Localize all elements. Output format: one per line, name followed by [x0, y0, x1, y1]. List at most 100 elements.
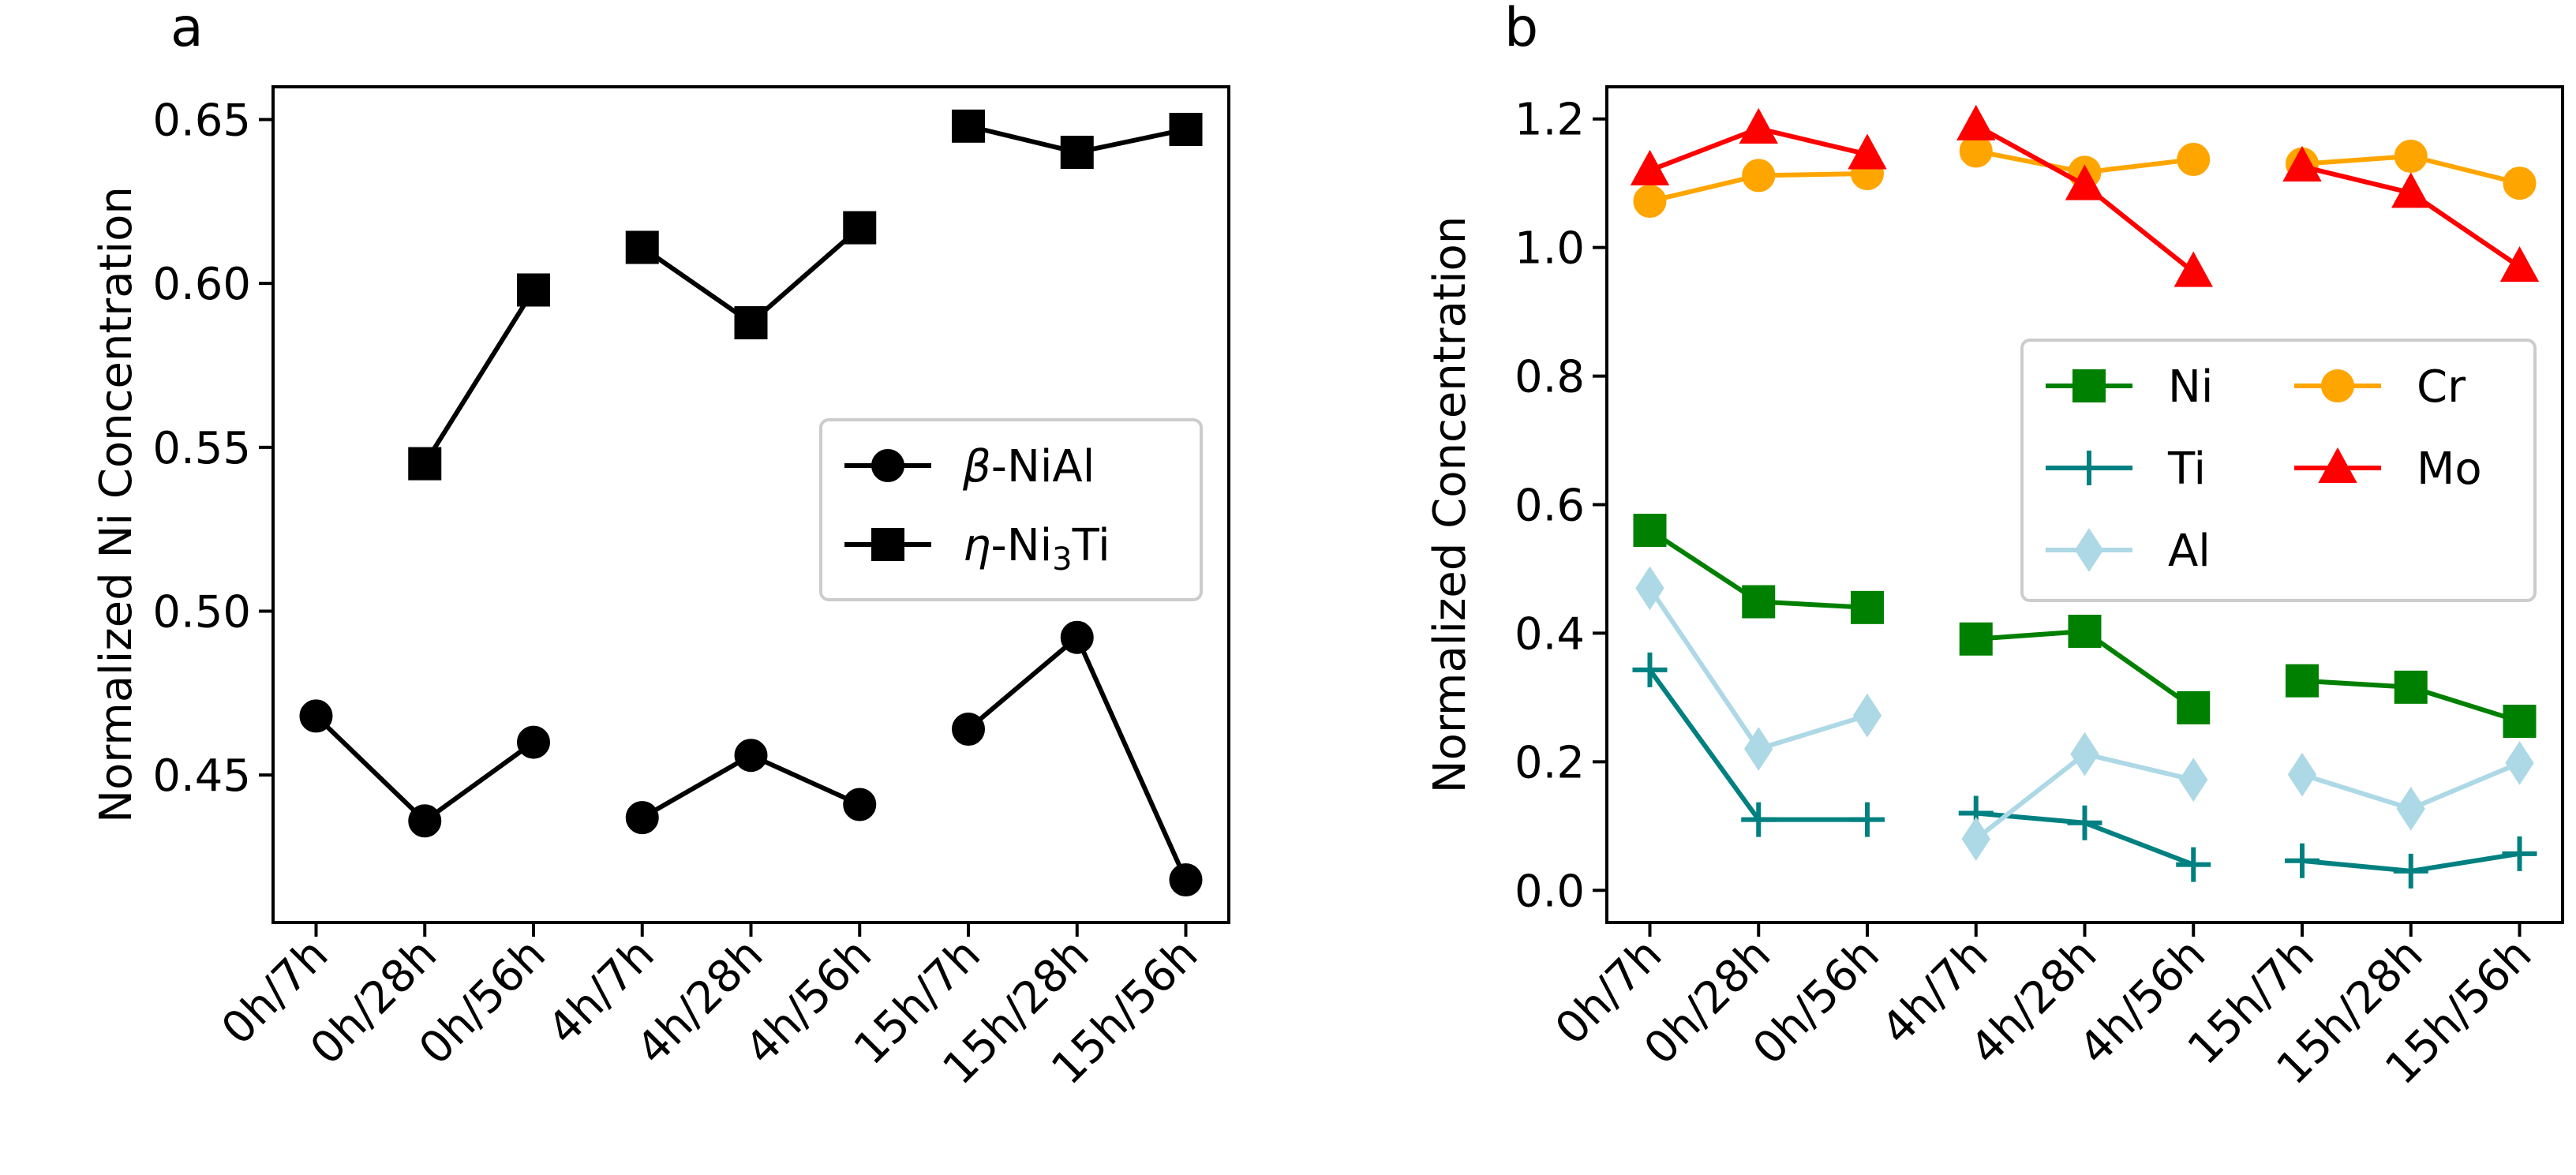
point-nial-4h-56h	[843, 788, 877, 821]
point-ni-4h-28h	[2068, 614, 2102, 648]
point-ni-4h-7h	[1959, 622, 1993, 656]
panel-label: a	[170, 0, 204, 59]
legend-frame	[2020, 339, 2537, 602]
point-ni-0h-28h	[1742, 585, 1776, 619]
legend-marker-ni3ti	[871, 528, 904, 561]
legend-rest: -Ni	[991, 520, 1053, 571]
point-ni-15h-56h	[2503, 705, 2537, 739]
point-al-4h-7h	[1961, 817, 1990, 861]
point-nial-4h-7h	[625, 801, 659, 835]
point-ni3ti-0h-56h	[516, 273, 550, 307]
point-ti-15h-56h	[2502, 836, 2537, 871]
point-ti-0h-28h	[1741, 802, 1777, 837]
series-ni3ti	[408, 109, 1203, 481]
point-ni3ti-4h-7h	[625, 230, 659, 264]
legend-marker-cr	[2321, 369, 2354, 402]
legend-marker-al	[2074, 528, 2104, 572]
y-tick-label: 0.60	[152, 259, 251, 310]
legend-greek: η	[963, 520, 991, 571]
legend-label-al: Al	[2168, 526, 2211, 577]
point-al-0h-56h	[1852, 693, 1882, 738]
point-ni-4h-56h	[2177, 690, 2211, 724]
point-nial-15h-28h	[1060, 620, 1094, 654]
legend-tail: Ti	[1072, 520, 1110, 571]
point-ni3ti-0h-28h	[408, 447, 442, 481]
line-nial	[967, 634, 1189, 881]
point-ti-15h-7h	[2285, 843, 2320, 878]
y-tick-label: 1.2	[1515, 95, 1585, 146]
y-tick-label: 0.8	[1515, 352, 1585, 403]
legend-label-cr: Cr	[2417, 361, 2466, 413]
point-ni-15h-7h	[2286, 664, 2320, 698]
point-al-15h-7h	[2287, 752, 2317, 797]
legend-entry-cr: Cr	[2294, 361, 2466, 413]
point-mo-15h-28h	[2391, 172, 2431, 208]
y-axis-title: Normalized Ni Concentration	[91, 186, 142, 823]
point-mo-4h-7h	[1956, 104, 1996, 140]
legend-label-mo: Mo	[2417, 443, 2482, 495]
point-cr-4h-56h	[2177, 143, 2211, 177]
legend-marker-nial	[871, 449, 904, 482]
point-ni3ti-15h-28h	[1060, 136, 1094, 170]
y-tick-label: 0.4	[1515, 608, 1585, 660]
point-cr-15h-56h	[2503, 167, 2537, 200]
point-ni-0h-56h	[1850, 590, 1884, 624]
point-nial-0h-28h	[408, 804, 442, 838]
point-ni3ti-15h-56h	[1169, 112, 1203, 146]
point-ti-4h-56h	[2176, 847, 2211, 882]
point-ti-0h-56h	[1849, 802, 1885, 837]
legend-entry-nial: β-NiAl	[844, 441, 1095, 492]
legend-entry-al: Al	[2046, 526, 2211, 577]
point-nial-0h-56h	[516, 725, 550, 759]
point-mo-4h-56h	[2174, 251, 2213, 287]
point-ni-0h-7h	[1633, 514, 1667, 548]
y-tick-label: 0.55	[152, 423, 251, 474]
point-ti-0h-7h	[1632, 652, 1668, 687]
point-mo-0h-7h	[1630, 149, 1670, 185]
point-al-4h-56h	[2179, 758, 2208, 802]
point-al-15h-28h	[2396, 786, 2425, 831]
point-ni-15h-28h	[2394, 670, 2428, 704]
point-mo-15h-56h	[2499, 246, 2540, 283]
point-al-0h-28h	[1744, 727, 1773, 771]
point-mo-0h-56h	[1848, 133, 1887, 170]
legend-entry-ni3ti: η-Ni3Ti	[844, 520, 1110, 578]
series-al	[1635, 566, 2534, 861]
legend-label-ni3ti: η-Ni3Ti	[963, 520, 1110, 578]
series-ti	[1632, 652, 2537, 889]
series-mo	[1630, 104, 2540, 287]
point-ni3ti-15h-7h	[952, 109, 986, 143]
legend-label-ti: Ti	[2167, 443, 2206, 495]
y-tick-label: 0.6	[1515, 481, 1585, 532]
point-cr-0h-7h	[1633, 185, 1667, 219]
legend: Ni Ti Al Cr Mo	[2020, 339, 2537, 602]
series-ni	[1633, 514, 2537, 739]
y-tick-label: 0.2	[1515, 737, 1585, 788]
point-nial-15h-7h	[952, 712, 986, 746]
point-mo-4h-28h	[2065, 164, 2105, 200]
point-mo-0h-28h	[1739, 107, 1778, 144]
point-ni3ti-4h-56h	[843, 211, 877, 245]
legend-label-ni: Ni	[2168, 361, 2213, 413]
y-tick-label: 0.50	[152, 586, 251, 638]
series-nial	[299, 620, 1203, 897]
legend-marker-ni	[2072, 369, 2106, 402]
point-nial-4h-28h	[734, 739, 768, 773]
line-ni3ti	[422, 288, 536, 466]
legend-rest: -NiAl	[991, 441, 1095, 492]
legend-entry-ti: Ti	[2046, 443, 2206, 495]
legend-entry-ni: Ni	[2046, 361, 2213, 413]
legend-label-nial: β-NiAl	[962, 441, 1095, 492]
panel-b: b Normalized Concentration 0.0 0.2 0.4 0.6 0.8…	[1425, 0, 2564, 1095]
panel-label: b	[1504, 0, 1538, 59]
point-cr-15h-28h	[2394, 139, 2428, 173]
legend: β-NiAl η-Ni3Ti	[819, 418, 1203, 601]
point-ti-4h-28h	[2067, 805, 2102, 840]
point-nial-15h-56h	[1169, 863, 1203, 897]
point-nial-0h-7h	[299, 699, 333, 733]
legend-sub: 3	[1052, 541, 1072, 578]
point-al-15h-56h	[2505, 741, 2534, 785]
y-axis-title: Normalized Concentration	[1425, 216, 1476, 794]
legend-marker-ti	[2072, 451, 2106, 485]
